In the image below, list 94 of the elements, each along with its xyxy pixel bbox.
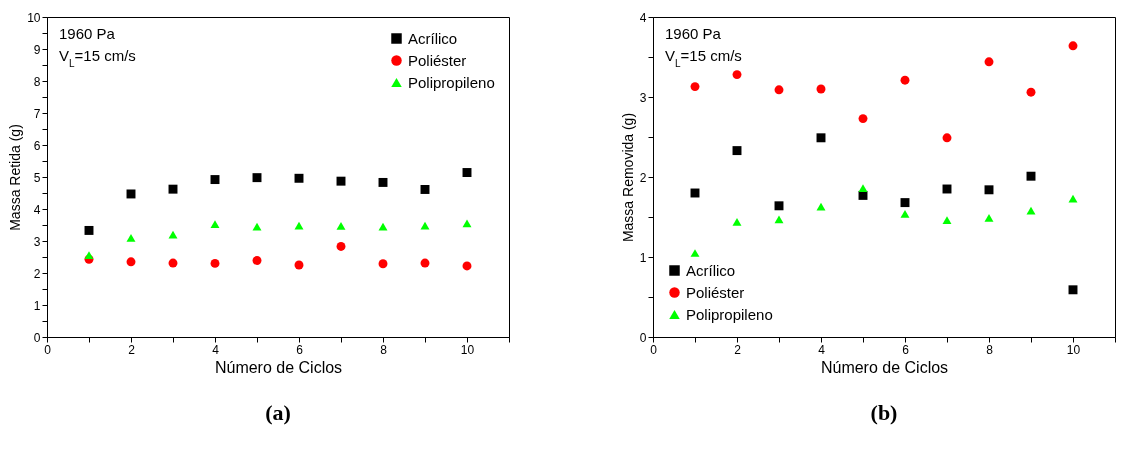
point: [378, 259, 388, 269]
y-tick-label: 7: [33, 106, 41, 121]
x-tick-label: 4: [212, 342, 220, 357]
x-tick-label: 2: [734, 342, 742, 357]
legend-label: Acrílico: [686, 261, 736, 279]
y-tick-label: 3: [33, 234, 41, 249]
point: [294, 173, 304, 183]
point: [984, 213, 994, 222]
point: [774, 85, 784, 95]
point: [690, 82, 700, 92]
x-tick-label: 10: [1066, 342, 1081, 357]
point: [690, 249, 700, 257]
point: [462, 168, 472, 177]
x-tick-label: 0: [44, 342, 52, 357]
x-tick-label: 10: [460, 342, 475, 357]
point: [210, 175, 220, 185]
point: [420, 258, 430, 268]
y-tick-label: 2: [639, 170, 647, 185]
point: [732, 146, 742, 156]
y-tick-label: 0: [639, 330, 647, 345]
legend-label: Poliéster: [408, 51, 467, 69]
point: [420, 221, 430, 230]
point: [900, 75, 910, 85]
y-axis-title: Massa Retida (g): [7, 124, 24, 231]
point: [252, 256, 262, 265]
point: [336, 222, 346, 230]
text: (b): [870, 400, 898, 425]
point: [210, 220, 220, 228]
point: [210, 258, 220, 268]
annotation: V$_{L}$=15 cm/s: [59, 47, 136, 69]
y-tick-label: 0: [33, 330, 41, 345]
point: [984, 57, 994, 67]
point: [84, 251, 94, 259]
point: [294, 221, 304, 230]
point: [774, 215, 784, 224]
y-tick-label: 6: [33, 138, 41, 153]
text: (a): [265, 400, 291, 425]
point: [336, 241, 346, 251]
y-axis-title: Massa Removida (g): [619, 112, 636, 243]
y-tick-label: 1: [639, 250, 647, 265]
point: [732, 70, 742, 80]
point: [732, 217, 742, 226]
point: [126, 189, 136, 199]
y-tick-label: 4: [33, 202, 41, 217]
x-tick-label: 8: [986, 342, 994, 357]
y-tick-label: 4: [639, 10, 647, 25]
point: [984, 185, 994, 195]
point: [900, 198, 910, 208]
point: [816, 133, 826, 143]
x-tick-label: 6: [296, 342, 304, 357]
legend-label: Acrílico: [408, 29, 458, 47]
x-tick-label: 2: [128, 342, 136, 357]
point: [774, 201, 784, 211]
point: [1068, 285, 1078, 295]
x-tick-label: 8: [380, 342, 388, 357]
point: [84, 225, 94, 235]
point: [858, 184, 868, 193]
point: [816, 84, 826, 94]
point: [126, 257, 136, 267]
y-tick-label: 1: [33, 298, 41, 313]
point: [252, 173, 262, 183]
annotation: V$_{L}$=15 cm/s: [665, 47, 742, 69]
point: [378, 177, 388, 187]
y-tick-label: 8: [33, 74, 41, 89]
point: [462, 261, 472, 271]
point: [1068, 41, 1078, 51]
y-tick-label: 10: [27, 10, 41, 25]
x-tick-label: 0: [650, 342, 658, 357]
point: [462, 219, 472, 228]
y-tick-label: 3: [639, 90, 647, 105]
x-tick-label: 6: [902, 342, 910, 357]
point: [420, 185, 430, 194]
point: [942, 133, 952, 143]
x-axis-title: Número de Ciclos: [820, 358, 949, 376]
legend-label: Polipropileno: [408, 73, 495, 91]
y-tick-label: 9: [33, 42, 41, 57]
annotation: 1960 Pa: [665, 25, 722, 42]
point: [1026, 171, 1036, 181]
point: [294, 260, 304, 270]
point: [336, 176, 346, 186]
legend-label: Polipropileno: [686, 305, 773, 323]
legend-label: Poliéster: [686, 283, 745, 301]
y-tick-label: 2: [33, 266, 41, 281]
x-tick-label: 4: [818, 342, 826, 357]
point: [168, 184, 178, 194]
y-tick-label: 5: [33, 170, 41, 185]
point: [900, 209, 910, 218]
point: [942, 216, 952, 225]
point: [126, 233, 136, 242]
x-axis-title: Número de Ciclos: [214, 358, 343, 376]
point: [168, 258, 178, 268]
point: [858, 114, 868, 124]
annotation: 1960 Pa: [59, 25, 116, 42]
point: [1026, 87, 1036, 97]
